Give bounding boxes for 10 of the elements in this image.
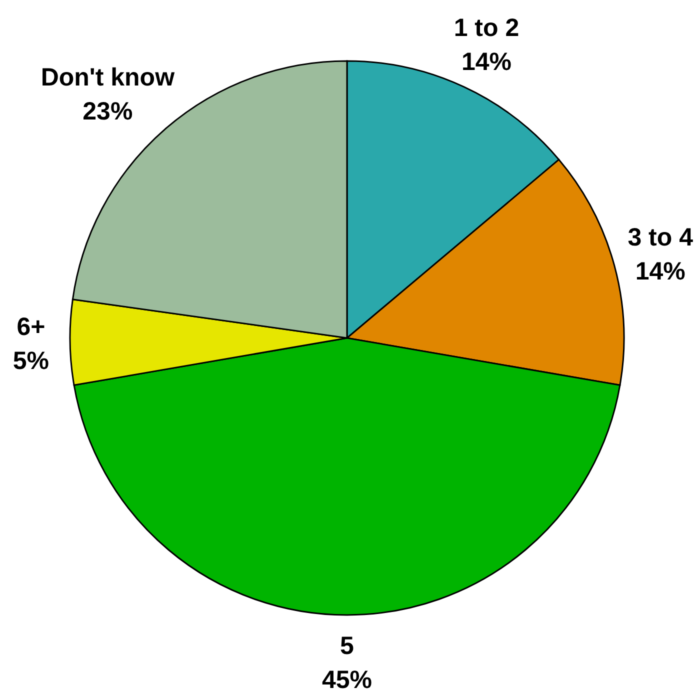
slice-label: 1 to 2: [454, 14, 520, 42]
data-label: 5%: [12, 347, 50, 376]
slice-label: Don't know: [40, 63, 176, 92]
data-label: 23%: [82, 97, 133, 126]
data-label: 14%: [635, 257, 686, 286]
data-label: 14%: [461, 48, 512, 76]
slice-label: 5: [340, 632, 354, 660]
slice-label: 6+: [16, 313, 46, 342]
data-label: 45%: [322, 666, 372, 693]
slice-label: 3 to 4: [628, 223, 694, 252]
